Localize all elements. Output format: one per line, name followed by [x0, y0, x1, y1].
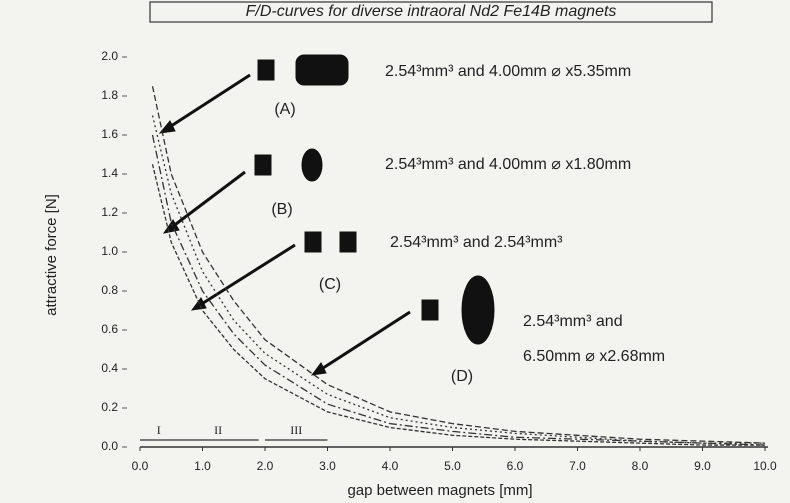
magnet-cube — [255, 155, 271, 175]
x-tick-label: 8.0 — [632, 459, 649, 473]
annotation: 2.54³mm³ and 4.00mm ⌀ x5.35mm — [385, 63, 631, 80]
annotation: 6.50mm ⌀ x2.68mm — [523, 348, 665, 365]
y-tick-label: 2.0 — [101, 49, 118, 63]
y-tick-label: 1.2 — [101, 205, 118, 219]
x-tick-label: 4.0 — [382, 459, 399, 473]
curve-label: (D) — [451, 368, 473, 385]
annotation: 2.54³mm³ and 4.00mm ⌀ x1.80mm — [385, 156, 631, 173]
region-label: II — [214, 423, 222, 437]
y-tick-label: 0.6 — [101, 322, 118, 336]
x-tick-label: 3.0 — [319, 459, 336, 473]
curve-label: (C) — [319, 276, 341, 293]
x-tick-label: 9.0 — [694, 459, 711, 473]
y-tick-label: 0.4 — [101, 361, 118, 375]
annotation: 2.54³mm³ and — [523, 313, 623, 330]
magnet-cube — [422, 300, 438, 320]
x-axis-title: gap between magnets [mm] — [347, 482, 532, 499]
magnet-cylinder — [296, 55, 348, 85]
magnet-cube — [340, 232, 356, 252]
region-label: I — [157, 423, 161, 437]
y-tick-label: 1.4 — [101, 166, 118, 180]
x-tick-label: 5.0 — [444, 459, 461, 473]
y-tick-label: 1.0 — [101, 244, 118, 258]
x-tick-label: 6.0 — [507, 459, 524, 473]
chart-title: F/D-curves for diverse intraoral Nd2 Fe1… — [246, 3, 617, 20]
y-tick-label: 0.8 — [101, 283, 118, 297]
y-tick-label: 0.0 — [101, 439, 118, 453]
magnet-disc — [302, 149, 322, 181]
x-tick-label: 10.0 — [753, 459, 777, 473]
magnet-cube — [258, 60, 274, 80]
magnet-cube — [305, 232, 321, 252]
y-axis-title: attractive force [N] — [43, 194, 60, 316]
curve-label: (A) — [274, 101, 295, 118]
region-label: III — [290, 423, 302, 437]
chart: F/D-curves for diverse intraoral Nd2 Fe1… — [0, 0, 790, 503]
y-tick-label: 0.2 — [101, 400, 118, 414]
x-tick-label: 2.0 — [257, 459, 274, 473]
y-tick-label: 1.6 — [101, 127, 118, 141]
x-tick-label: 0.0 — [132, 459, 149, 473]
x-tick-label: 7.0 — [569, 459, 586, 473]
x-tick-label: 1.0 — [194, 459, 211, 473]
curve-label: (B) — [271, 201, 292, 218]
y-tick-label: 1.8 — [101, 88, 118, 102]
magnet-disc — [462, 276, 494, 344]
annotation: 2.54³mm³ and 2.54³mm³ — [390, 234, 563, 251]
